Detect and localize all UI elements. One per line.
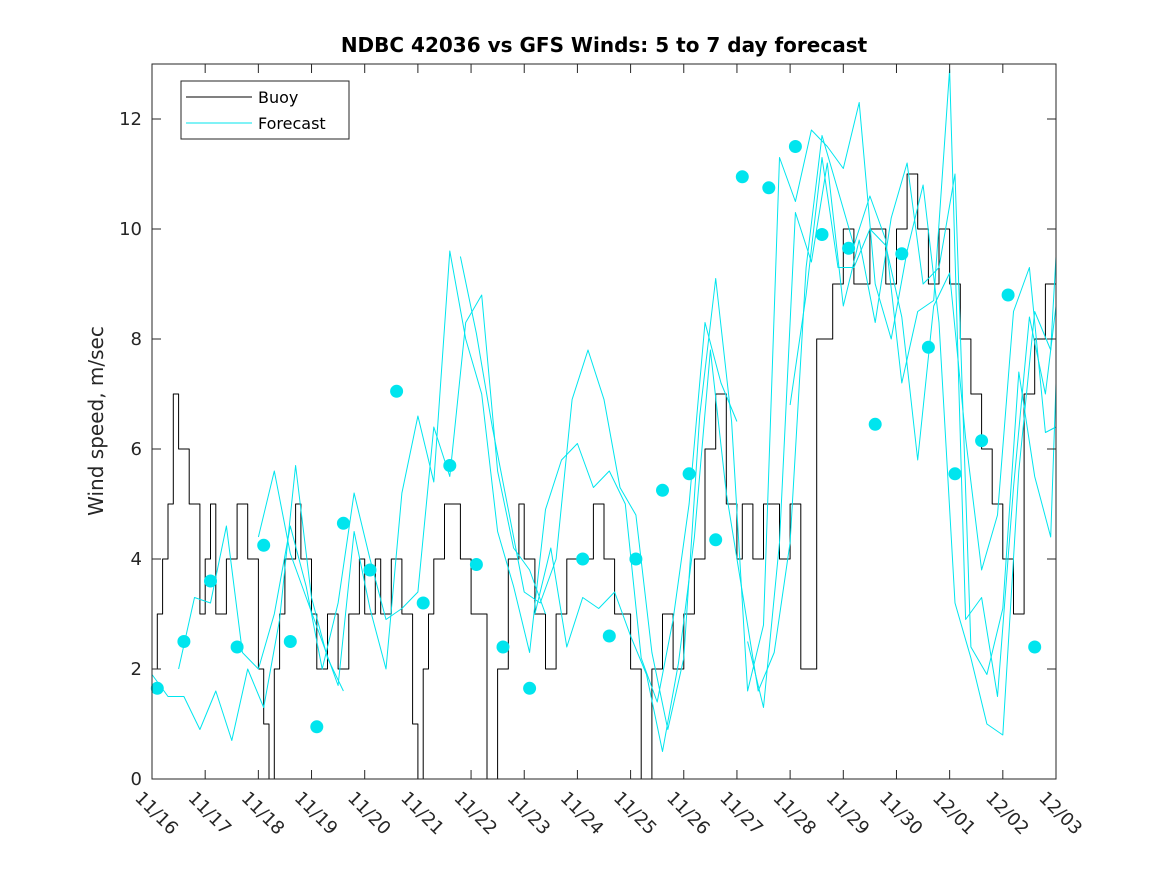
y-tick-label: 6 [131, 439, 142, 460]
series-forecast-line-7 [789, 157, 1057, 571]
legend: Buoy Forecast [180, 80, 350, 140]
forecast-point [443, 459, 457, 472]
chart-title: NDBC 42036 vs GFS Winds: 5 to 7 day fore… [341, 33, 868, 57]
y-tick-label: 10 [119, 219, 142, 240]
forecast-point [762, 181, 776, 195]
forecast-point [602, 629, 616, 643]
forecast-point [283, 635, 297, 648]
forecast-point [416, 596, 430, 610]
forecast-point [921, 340, 935, 354]
y-tick-label: 12 [119, 109, 142, 130]
forecast-point [709, 533, 723, 547]
y-tick-label: 8 [131, 329, 142, 350]
forecast-point [230, 640, 244, 654]
forecast-point [390, 384, 404, 398]
forecast-point [868, 417, 882, 431]
forecast-point [735, 170, 749, 184]
forecast-point [310, 720, 324, 734]
series-forecast-line-1 [151, 465, 344, 741]
series-forecast-line-2 [178, 294, 546, 670]
forecast-point [523, 681, 537, 695]
y-axis: 0 2 4 6 8 10 12 [119, 109, 1056, 790]
forecast-point [469, 558, 483, 571]
legend-label-buoy: Buoy [258, 88, 298, 107]
forecast-point [975, 434, 989, 448]
forecast-point [1028, 640, 1042, 654]
plot-frame [151, 63, 1057, 780]
y-tick-label: 4 [131, 549, 142, 570]
forecast-point [257, 538, 271, 552]
forecast-point [576, 552, 590, 566]
series-forecast-line-3 [257, 250, 738, 703]
forecast-point [204, 574, 217, 588]
forecast-point [815, 228, 829, 241]
y-tick-label: 0 [131, 769, 142, 790]
forecast-point [1001, 288, 1015, 302]
forecast-point [496, 640, 510, 654]
forecast-point [842, 241, 856, 255]
forecast-point [948, 467, 962, 481]
series-layer [151, 69, 1057, 780]
y-axis-label: Wind speed, m/sec [84, 326, 108, 516]
legend-label-forecast: Forecast [258, 114, 326, 133]
forecast-point [150, 681, 164, 695]
series-forecast-line-6 [747, 162, 1057, 708]
forecast-point [363, 563, 377, 577]
forecast-point [788, 140, 802, 153]
forecast-point [895, 247, 909, 261]
forecast-point [656, 483, 669, 497]
series-forecast-line-4 [459, 102, 1057, 736]
legend-box [180, 80, 350, 140]
forecast-point [336, 516, 350, 530]
series-forecast-line-5 [534, 69, 1057, 752]
y-tick-label: 2 [131, 659, 142, 680]
forecast-point [682, 467, 696, 481]
forecast-markers [150, 140, 1042, 734]
forecast-point [177, 635, 191, 648]
plot-area [152, 64, 1056, 779]
forecast-point [629, 552, 643, 566]
